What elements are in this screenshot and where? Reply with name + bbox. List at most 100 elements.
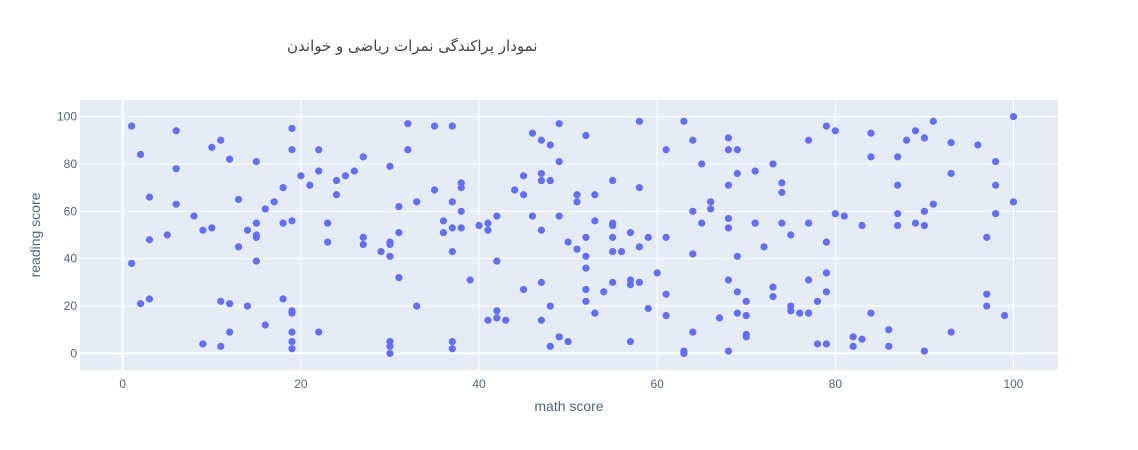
- scatter-point: [858, 221, 866, 230]
- scatter-point: [466, 276, 474, 284]
- scatter-point: [359, 240, 367, 249]
- scatter-point: [475, 221, 483, 230]
- scatter-point: [537, 226, 545, 234]
- scatter-point: [555, 120, 563, 128]
- scatter-point: [582, 252, 590, 260]
- scatter-point: [537, 316, 545, 324]
- scatter-point: [448, 337, 456, 346]
- scatter-point: [733, 309, 741, 317]
- scatter-point: [315, 146, 323, 154]
- scatter-point: [324, 238, 332, 246]
- scatter-point: [413, 302, 421, 310]
- scatter-point: [386, 252, 394, 260]
- scatter-point: [689, 250, 697, 258]
- scatter-point: [573, 191, 581, 199]
- scatter-point: [430, 186, 439, 194]
- scatter-point: [635, 243, 643, 251]
- y-tick-label: 60: [64, 204, 78, 218]
- scatter-point: [288, 337, 296, 346]
- scatter-point: [359, 233, 367, 241]
- scatter-point: [573, 198, 581, 206]
- scatter-point: [145, 295, 154, 303]
- scatter-point: [332, 191, 341, 199]
- scatter-point: [858, 335, 866, 343]
- scatter-point: [992, 181, 1000, 189]
- scatter-point: [128, 259, 136, 268]
- scatter-point: [208, 224, 216, 232]
- scatter-point: [947, 139, 955, 147]
- scatter-point: [261, 205, 269, 213]
- scatter-point: [733, 146, 741, 154]
- x-axis-title: math score: [534, 398, 603, 414]
- scatter-point: [680, 349, 688, 358]
- scatter-point: [172, 165, 180, 173]
- scatter-point: [128, 122, 136, 130]
- scatter-point: [217, 297, 225, 305]
- scatter-point: [724, 214, 733, 223]
- scatter-point: [288, 328, 296, 336]
- scatter-point: [885, 342, 893, 350]
- scatter-point: [439, 217, 448, 225]
- scatter-point: [591, 191, 599, 199]
- scatter-point: [813, 297, 822, 305]
- scatter-point: [742, 297, 750, 305]
- scatter-point: [172, 127, 180, 135]
- scatter-point: [920, 221, 928, 230]
- scatter-point: [359, 153, 367, 161]
- scatter-point: [635, 184, 643, 192]
- scatter-point: [929, 117, 937, 125]
- scatter-point: [457, 224, 465, 232]
- scatter-point: [822, 288, 831, 296]
- scatter-point: [831, 210, 839, 218]
- scatter-point: [395, 274, 403, 282]
- x-tick-label: 60: [651, 377, 665, 391]
- scatter-point: [867, 309, 875, 317]
- scatter-point: [805, 136, 813, 144]
- scatter-point: [484, 226, 492, 234]
- scatter-point: [707, 198, 715, 206]
- scatter-point: [404, 120, 412, 128]
- scatter-point: [279, 295, 287, 303]
- scatter-point: [528, 212, 537, 220]
- scatter-point: [537, 169, 545, 178]
- scatter-point: [947, 169, 955, 178]
- x-tick-label: 100: [1003, 377, 1023, 391]
- scatter-point: [217, 342, 225, 350]
- scatter-point: [983, 233, 991, 241]
- scatter-point: [822, 122, 831, 130]
- scatter-point: [662, 290, 670, 298]
- scatter-point: [769, 283, 777, 291]
- scatter-point: [662, 233, 670, 241]
- scatter-point: [564, 337, 572, 346]
- x-tick-label: 20: [294, 377, 308, 391]
- scatter-point: [279, 184, 287, 192]
- scatter-point: [778, 219, 786, 227]
- scatter-point: [573, 245, 581, 253]
- scatter-point: [920, 134, 928, 142]
- scatter-point: [724, 134, 733, 142]
- scatter-point: [324, 219, 332, 227]
- scatter-point: [484, 219, 492, 227]
- scatter-point: [644, 304, 652, 313]
- scatter-point: [724, 347, 733, 355]
- scatter-point: [377, 247, 385, 256]
- chart-title: نمودار پراکندگی نمرات ریاضی و خواندن: [287, 37, 537, 56]
- scatter-point: [609, 176, 617, 185]
- scatter-point: [680, 117, 688, 125]
- x-tick-label: 0: [119, 377, 126, 391]
- scatter-point: [199, 226, 207, 234]
- scatter-point: [822, 269, 831, 277]
- scatter-point: [609, 247, 617, 256]
- scatter-point: [894, 210, 902, 218]
- scatter-point: [288, 345, 296, 353]
- scatter-point: [885, 326, 893, 334]
- scatter-point: [315, 328, 323, 336]
- scatter-point: [733, 252, 741, 260]
- scatter-point: [805, 219, 813, 227]
- scatter-point: [617, 247, 626, 256]
- scatter-point: [733, 169, 741, 178]
- scatter-point: [386, 349, 394, 358]
- scatter-point: [805, 276, 813, 284]
- scatter-point: [947, 328, 955, 336]
